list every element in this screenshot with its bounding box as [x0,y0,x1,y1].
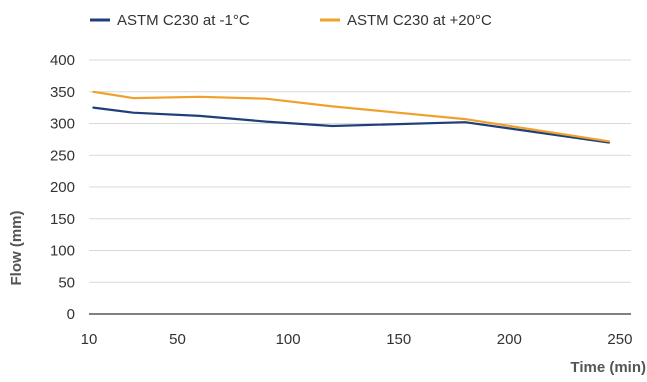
x-tick-label: 200 [497,331,522,348]
x-axis-label: Time (min) [570,359,646,376]
x-tick-label: 10 [81,331,98,348]
legend: ASTM C230 at -1°C ASTM C230 at +20°C [90,12,492,29]
y-tick-label: 100 [50,243,75,260]
y-axis-label: Flow (mm) [8,211,25,286]
y-tick-label: 350 [50,84,75,101]
legend-label-2: ASTM C230 at +20°C [347,12,492,29]
legend-label-1: ASTM C230 at -1°C [117,12,250,29]
y-tick-label: 0 [67,306,75,323]
series-line-1 [92,106,611,144]
x-tick-label: 50 [169,331,186,348]
y-tick-label: 50 [58,274,75,291]
y-tick-label: 250 [50,147,75,164]
series-line-2 [92,90,611,143]
axes: 0 50 100 150 200 250 300 350 400 10 50 100 150 200 250 [50,52,632,348]
x-tick-label: 150 [386,331,411,348]
y-tick-label: 400 [50,52,75,69]
y-tick-label: 200 [50,179,75,196]
y-tick-label: 150 [50,211,75,228]
grid-lines [89,59,631,283]
x-tick-label: 250 [607,331,632,348]
series-lines [92,90,611,144]
x-tick-label: 100 [276,331,301,348]
y-tick-label: 300 [50,116,75,133]
